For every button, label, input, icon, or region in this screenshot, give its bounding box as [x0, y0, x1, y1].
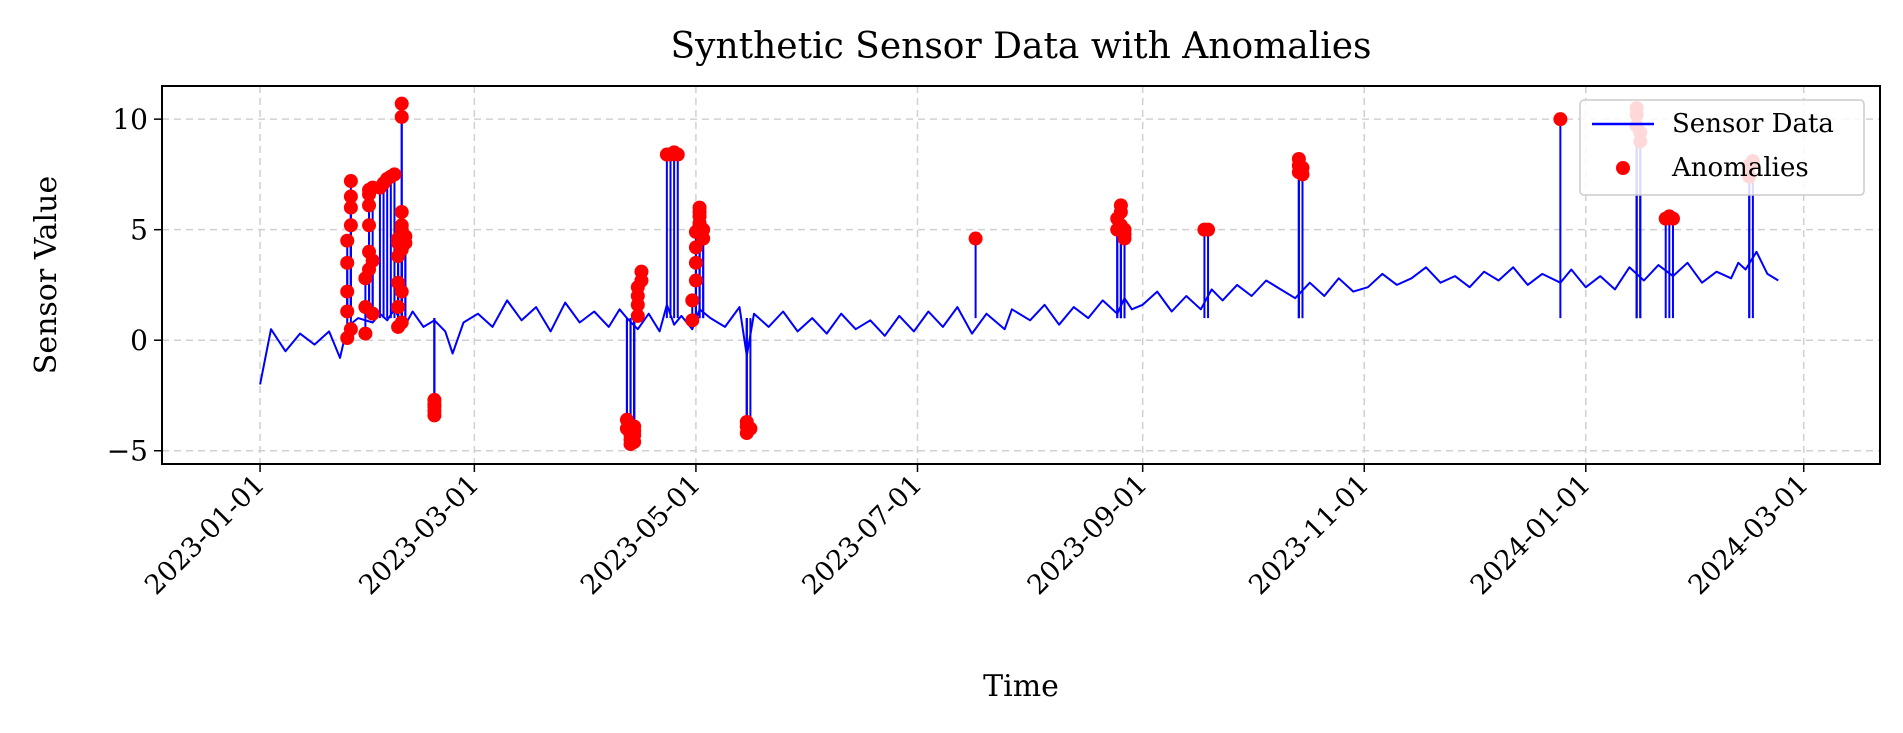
anomaly-point — [394, 109, 409, 124]
legend: Sensor Data Anomalies — [1579, 99, 1865, 196]
anomaly-point — [362, 198, 377, 213]
anomaly-point — [670, 147, 685, 162]
y-tick-label: 10 — [112, 103, 148, 136]
anomaly-point — [340, 233, 355, 248]
anomaly-point — [343, 189, 358, 204]
anomaly-point — [692, 205, 707, 219]
y-axis-label: Sensor Value — [29, 176, 64, 374]
anomaly-point — [394, 205, 409, 219]
sensor-data-polyline — [259, 250, 1779, 385]
sensor-data-line — [259, 250, 1779, 385]
anomaly-point — [387, 167, 402, 182]
anomaly-point — [1553, 112, 1568, 127]
anomaly-point — [343, 322, 358, 337]
anomaly-point — [743, 421, 758, 436]
anomaly-point — [634, 264, 649, 279]
legend-marker-swatch — [1616, 161, 1630, 175]
anomaly-point — [1117, 222, 1132, 237]
anomaly-point — [365, 306, 380, 321]
anomaly-point — [394, 96, 409, 111]
anomaly-point — [340, 255, 355, 270]
anomaly-point — [427, 408, 442, 423]
anomaly-point — [340, 284, 355, 299]
y-tick-label: 0 — [130, 324, 148, 357]
y-tick-label: 5 — [130, 214, 148, 247]
anomaly-point — [391, 300, 406, 315]
anomaly-point — [685, 313, 700, 328]
anomaly-point — [427, 397, 442, 412]
anomaly-point — [343, 200, 358, 215]
anomaly-point — [627, 419, 642, 434]
y-tick-label: −5 — [107, 435, 148, 468]
x-axis-label: Time — [983, 669, 1059, 704]
legend-label-anomalies: Anomalies — [1671, 153, 1809, 183]
anomaly-point — [630, 308, 645, 323]
anomaly-point — [1295, 160, 1310, 175]
anomaly-point — [398, 235, 413, 250]
anomaly-point — [394, 315, 409, 330]
anomaly-point — [696, 222, 711, 237]
y-axis-ticks: −5 0 5 10 — [107, 103, 162, 468]
anomaly-point — [365, 253, 380, 268]
anomaly-point — [343, 174, 358, 189]
anomaly-point — [362, 218, 377, 233]
anomaly-point — [1113, 205, 1128, 219]
anomaly-point — [394, 284, 409, 299]
plot-area-frame — [161, 85, 1881, 465]
anomaly-point — [688, 273, 703, 288]
legend-label-sensor-data: Sensor Data — [1672, 109, 1834, 139]
anomaly-point — [1665, 211, 1680, 226]
chart-title: Synthetic Sensor Data with Anomalies — [670, 26, 1371, 67]
anomaly-point — [343, 218, 358, 233]
anomaly-point — [1201, 222, 1216, 237]
anomaly-point — [340, 304, 355, 319]
anomaly-point — [685, 293, 700, 308]
anomaly-point — [688, 255, 703, 270]
anomaly-point — [968, 231, 983, 246]
anomaly-point — [358, 326, 373, 341]
